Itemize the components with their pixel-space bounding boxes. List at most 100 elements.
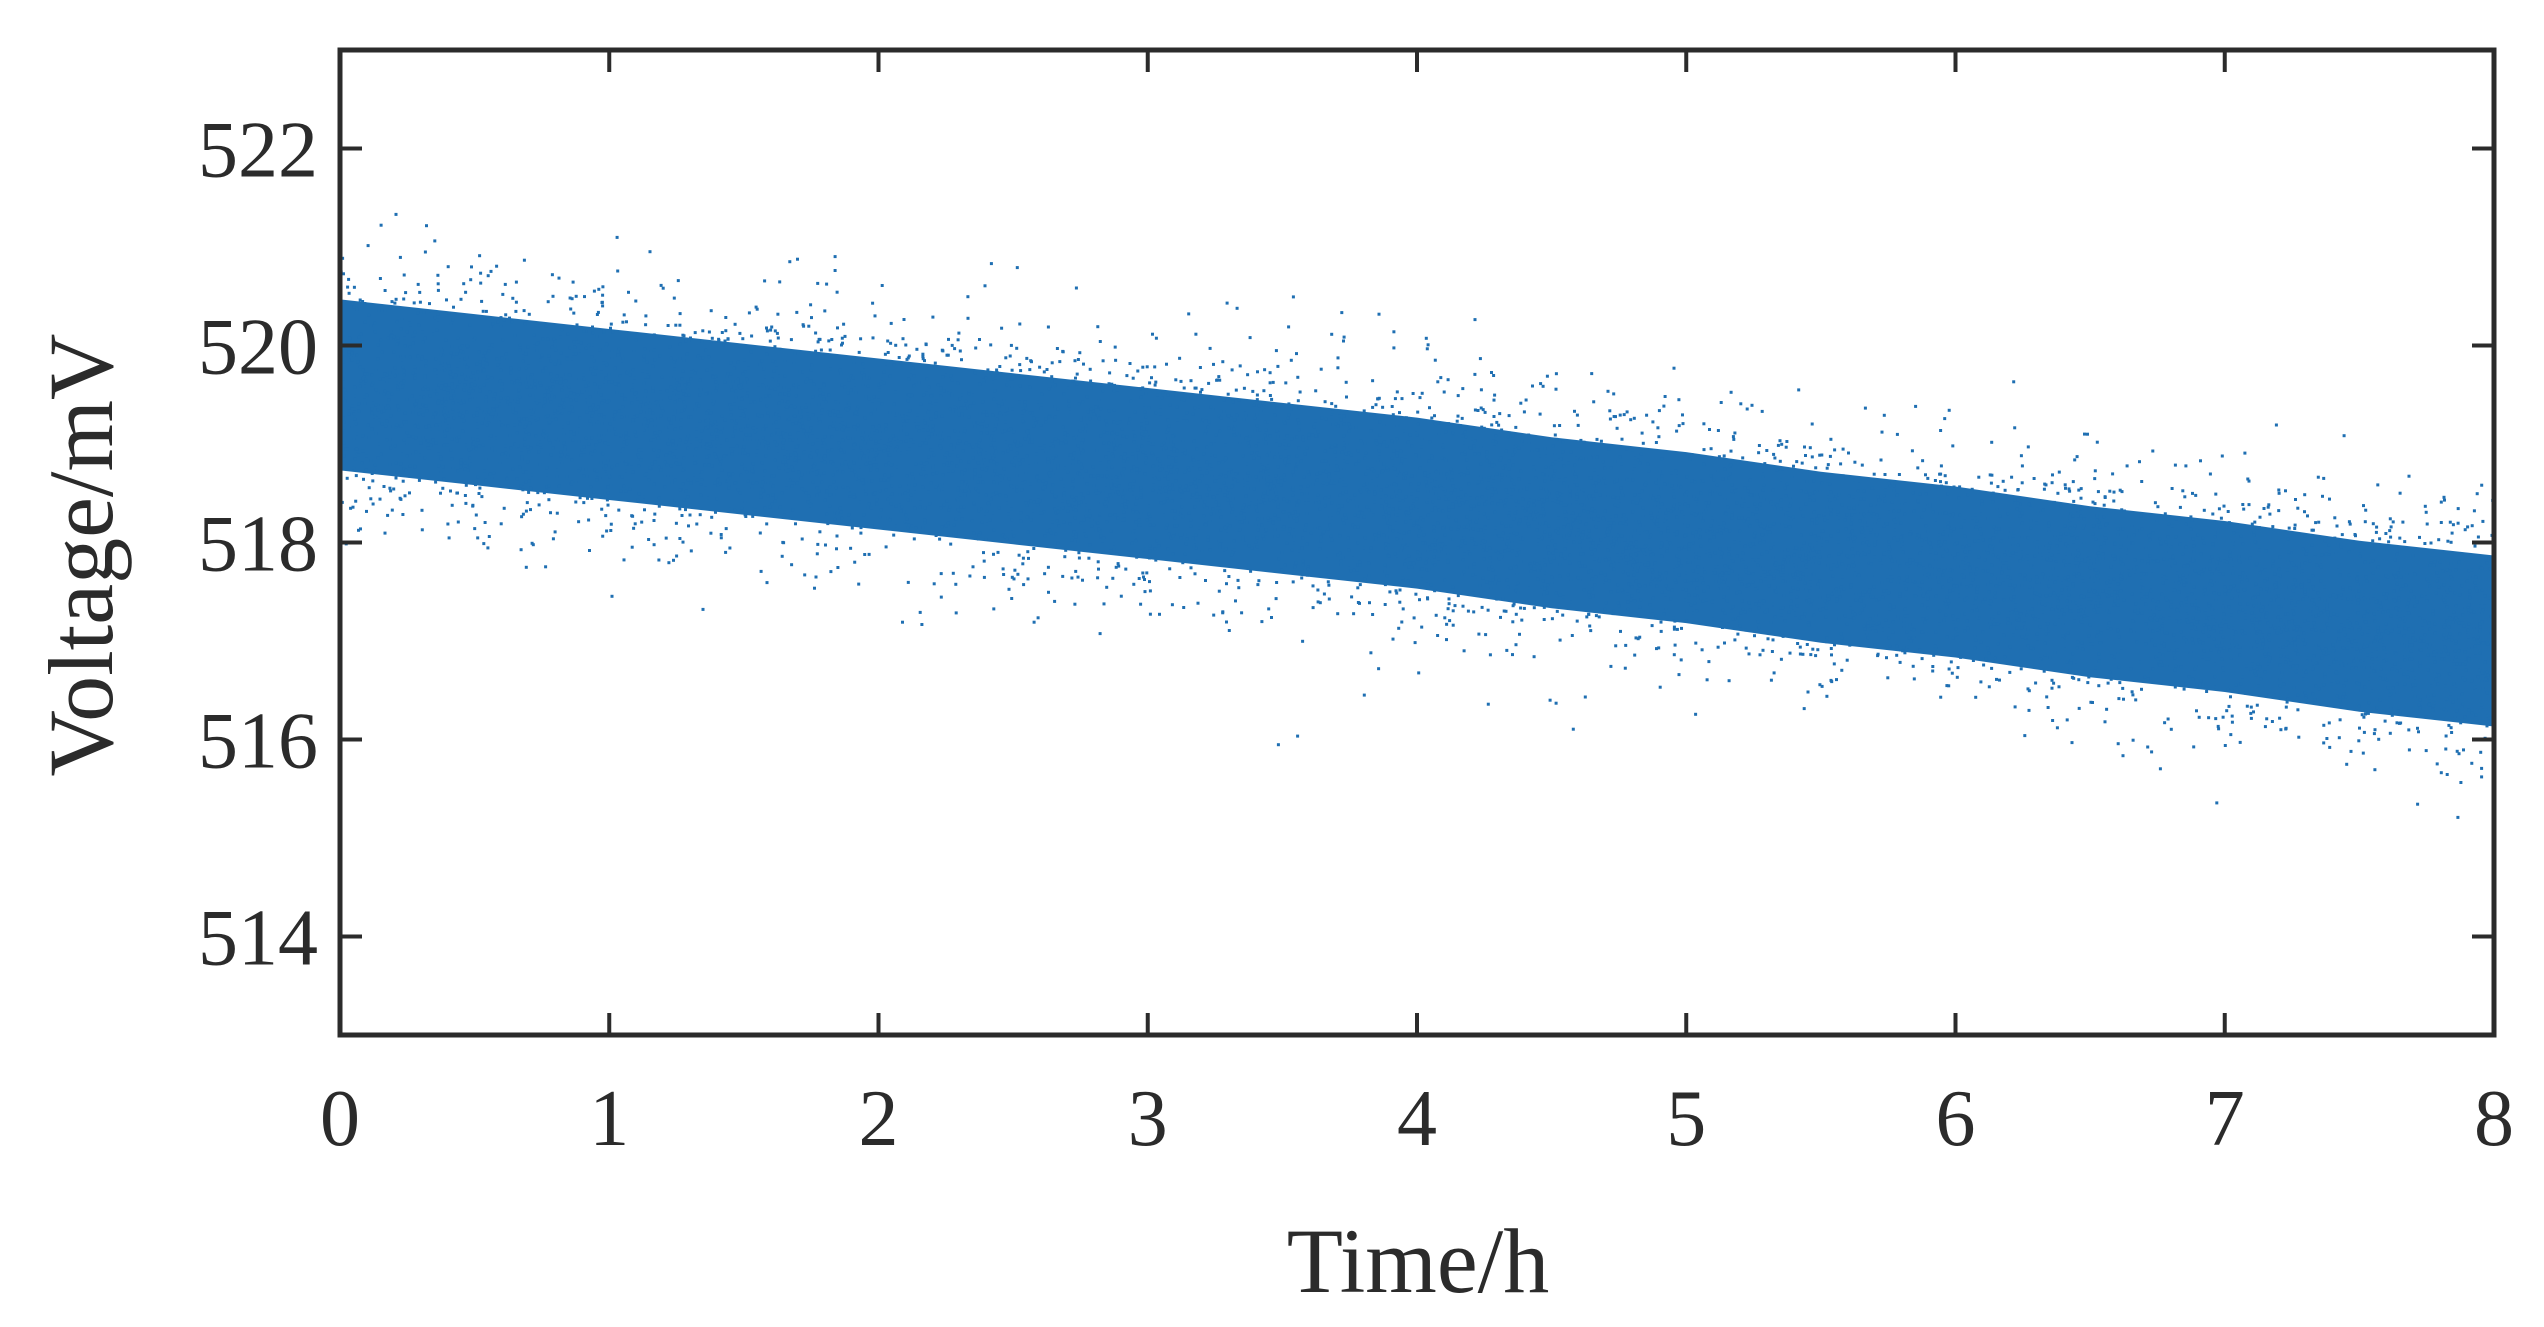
scatter-point	[376, 357, 380, 361]
scatter-point	[367, 436, 371, 439]
scatter-point	[2457, 752, 2461, 756]
scatter-point	[394, 461, 398, 465]
scatter-point	[1946, 525, 1950, 529]
scatter-point	[1765, 608, 1769, 612]
scatter-point	[572, 338, 576, 342]
scatter-point	[1291, 493, 1295, 497]
scatter-point	[1874, 614, 1878, 617]
scatter-point	[1531, 384, 1534, 388]
scatter-point	[1023, 437, 1027, 441]
scatter-point	[1151, 424, 1154, 427]
scatter-point	[1585, 497, 1589, 500]
scatter-point	[1791, 586, 1795, 590]
scatter-point	[978, 438, 982, 442]
scatter-point	[1068, 410, 1072, 414]
scatter-point	[2048, 578, 2052, 582]
scatter-point	[714, 380, 718, 384]
scatter-point	[2298, 627, 2302, 631]
scatter-point	[1877, 621, 1881, 625]
scatter-point	[1590, 577, 1594, 581]
scatter-point	[2369, 641, 2373, 644]
scatter-point	[1193, 477, 1197, 481]
scatter-point	[520, 455, 524, 459]
scatter-point	[1786, 548, 1790, 552]
scatter-point	[2341, 663, 2345, 667]
scatter-point	[1000, 476, 1004, 480]
scatter-point	[2467, 603, 2471, 607]
scatter-point	[816, 542, 820, 546]
scatter-point	[389, 446, 393, 450]
scatter-point	[1116, 388, 1119, 392]
scatter-point	[797, 456, 801, 460]
scatter-point	[2182, 602, 2185, 605]
scatter-point	[875, 502, 879, 506]
scatter-point	[1039, 424, 1043, 428]
scatter-point	[601, 494, 605, 497]
scatter-point	[1169, 439, 1173, 443]
scatter-point	[984, 451, 988, 455]
scatter-point	[917, 422, 920, 426]
scatter-point	[2058, 538, 2062, 542]
scatter-point	[2278, 663, 2282, 667]
scatter-point	[1557, 497, 1561, 501]
scatter-point	[645, 360, 649, 364]
scatter-point	[730, 388, 734, 392]
scatter-point	[2089, 601, 2093, 605]
scatter-point	[1242, 516, 1246, 520]
scatter-point	[2185, 603, 2188, 607]
scatter-point	[995, 368, 999, 372]
scatter-point	[1618, 478, 1622, 482]
scatter-point	[1480, 480, 1484, 484]
scatter-point	[1695, 594, 1699, 598]
scatter-point	[1540, 523, 1544, 527]
scatter-point	[2413, 604, 2417, 608]
scatter-point	[382, 409, 386, 413]
scatter-point	[2006, 617, 2010, 621]
scatter-point	[2130, 592, 2134, 596]
scatter-point	[1174, 471, 1178, 475]
scatter-point	[1879, 458, 1883, 462]
scatter-point	[1205, 506, 1209, 510]
scatter-point	[624, 337, 628, 341]
scatter-point	[2402, 616, 2406, 620]
scatter-point	[1472, 565, 1476, 569]
scatter-point	[1841, 447, 1845, 451]
scatter-point	[1112, 542, 1116, 546]
scatter-point	[1356, 601, 1360, 604]
scatter-point	[802, 429, 806, 433]
scatter-point	[927, 490, 930, 494]
scatter-point	[1077, 556, 1081, 560]
scatter-point	[1107, 448, 1110, 452]
scatter-point	[1791, 515, 1795, 519]
scatter-point	[388, 371, 392, 374]
scatter-point	[1633, 464, 1636, 468]
scatter-point	[517, 403, 521, 407]
scatter-point	[1781, 565, 1785, 569]
scatter-point	[1205, 484, 1209, 488]
scatter-point	[2074, 660, 2078, 664]
scatter-point	[1445, 638, 1448, 642]
scatter-point	[1347, 429, 1351, 433]
scatter-point	[344, 391, 348, 395]
scatter-point	[1013, 568, 1017, 572]
scatter-point	[2071, 600, 2075, 603]
scatter-point	[1344, 516, 1348, 520]
scatter-point	[2361, 751, 2365, 755]
scatter-point	[956, 486, 960, 490]
scatter-point	[1091, 465, 1095, 469]
scatter-point	[2466, 628, 2470, 632]
scatter-point	[1303, 501, 1307, 505]
scatter-point	[1579, 438, 1583, 442]
scatter-point	[2447, 625, 2451, 629]
scatter-point	[965, 468, 969, 471]
scatter-point	[2081, 620, 2084, 624]
scatter-point	[1305, 446, 1309, 450]
scatter-point	[1009, 447, 1013, 451]
scatter-point	[2069, 658, 2073, 662]
scatter-point	[1131, 531, 1135, 534]
scatter-point	[1421, 541, 1425, 545]
scatter-point	[1339, 418, 1343, 422]
scatter-point	[1675, 515, 1679, 519]
scatter-point	[627, 290, 630, 294]
scatter-point	[1924, 537, 1928, 541]
